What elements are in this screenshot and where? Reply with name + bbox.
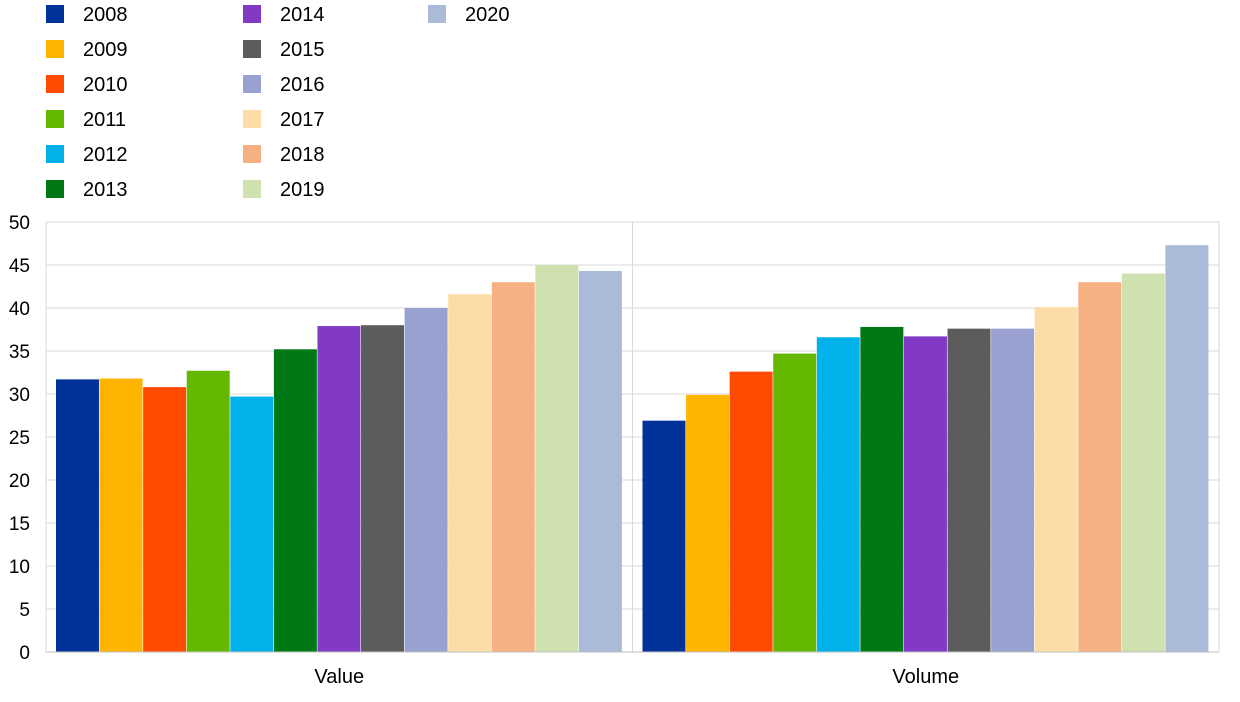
- y-tick-label: 45: [9, 256, 30, 277]
- bar-volume-2015: [947, 328, 991, 652]
- legend-item-2011: 2011: [46, 109, 126, 131]
- y-tick-label: 25: [9, 428, 30, 449]
- bar-volume-2013: [860, 326, 904, 652]
- bar-value-2010: [143, 387, 187, 652]
- legend-label: 2013: [83, 179, 128, 201]
- legend-label: 2012: [83, 144, 128, 166]
- legend-swatch: [46, 180, 64, 198]
- bar-volume-2010: [729, 371, 773, 652]
- legend-swatch: [46, 5, 64, 23]
- bar-volume-2019: [1121, 273, 1165, 652]
- legend-item-2009: 2009: [46, 39, 128, 61]
- y-tick-label: 20: [9, 471, 30, 492]
- y-tick-label: 0: [19, 643, 30, 664]
- bar-value-2008: [56, 379, 99, 652]
- legend-swatch: [46, 40, 64, 58]
- legend-label: 2011: [83, 109, 126, 131]
- bar-value-2016: [404, 308, 448, 652]
- y-axis: 0 5 10 15 20 25 30 35 40 45 50: [9, 213, 30, 664]
- legend-label: 2010: [83, 74, 128, 96]
- legend-swatch: [243, 110, 261, 128]
- legend-item-2014: 2014: [243, 4, 325, 26]
- y-tick-label: 15: [9, 514, 30, 535]
- y-tick-label: 40: [9, 299, 30, 320]
- legend-label: 2017: [280, 109, 325, 131]
- y-tick-label: 35: [9, 342, 30, 363]
- legend-item-2018: 2018: [243, 144, 325, 166]
- legend-item-2019: 2019: [243, 179, 325, 201]
- bar-volume-2009: [686, 394, 730, 652]
- legend-label: 2014: [280, 4, 325, 26]
- bar-volume-2012: [816, 337, 860, 652]
- legend-item-2010: 2010: [46, 74, 128, 96]
- x-axis: Value Volume: [46, 651, 1219, 688]
- bar-volume-2011: [773, 353, 817, 652]
- chart-bars: [56, 245, 1209, 652]
- legend-swatch: [243, 180, 261, 198]
- y-tick-label: 30: [9, 385, 30, 406]
- x-category-label: Value: [314, 666, 364, 688]
- legend-swatch: [243, 5, 261, 23]
- bar-value-2017: [448, 294, 492, 652]
- legend-label: 2020: [465, 4, 510, 26]
- legend-swatch: [46, 145, 64, 163]
- legend-item-2016: 2016: [243, 74, 325, 96]
- bar-value-2011: [186, 370, 230, 652]
- bar-volume-2016: [991, 328, 1035, 652]
- bar-value-2019: [535, 265, 579, 652]
- bar-value-2014: [317, 326, 361, 652]
- bar-value-2015: [361, 325, 405, 652]
- legend-swatch: [243, 145, 261, 163]
- legend-swatch: [243, 75, 261, 93]
- legend-item-2020: 2020: [428, 4, 510, 26]
- y-tick-label: 5: [19, 600, 30, 621]
- chart-legend: 2008 2009 2010 2011 2012 2013 2014 2015 2016 2017…: [46, 4, 510, 201]
- legend-swatch: [428, 5, 446, 23]
- x-category-label: Volume: [892, 666, 959, 688]
- legend-label: 2019: [280, 179, 325, 201]
- legend-swatch: [46, 75, 64, 93]
- legend-swatch: [243, 40, 261, 58]
- legend-swatch: [46, 110, 64, 128]
- y-tick-label: 50: [9, 213, 30, 234]
- bar-value-2012: [230, 396, 274, 652]
- bar-volume-2017: [1034, 307, 1078, 652]
- legend-label: 2009: [83, 39, 128, 61]
- legend-label: 2008: [83, 4, 128, 26]
- legend-item-2008: 2008: [46, 4, 128, 26]
- bar-volume-2020: [1165, 245, 1209, 652]
- legend-item-2015: 2015: [243, 39, 325, 61]
- y-tick-label: 10: [9, 557, 30, 578]
- legend-item-2013: 2013: [46, 179, 128, 201]
- bar-value-2013: [273, 349, 317, 652]
- legend-label: 2018: [280, 144, 325, 166]
- legend-item-2012: 2012: [46, 144, 128, 166]
- bar-volume-2014: [903, 336, 947, 652]
- bar-value-2018: [491, 282, 535, 652]
- bar-volume-2008: [642, 420, 686, 652]
- legend-label: 2016: [280, 74, 325, 96]
- legend-item-2017: 2017: [243, 109, 325, 131]
- legend-label: 2015: [280, 39, 325, 61]
- bar-value-2009: [99, 378, 143, 652]
- bar-volume-2018: [1078, 282, 1122, 652]
- bar-value-2020: [578, 271, 622, 652]
